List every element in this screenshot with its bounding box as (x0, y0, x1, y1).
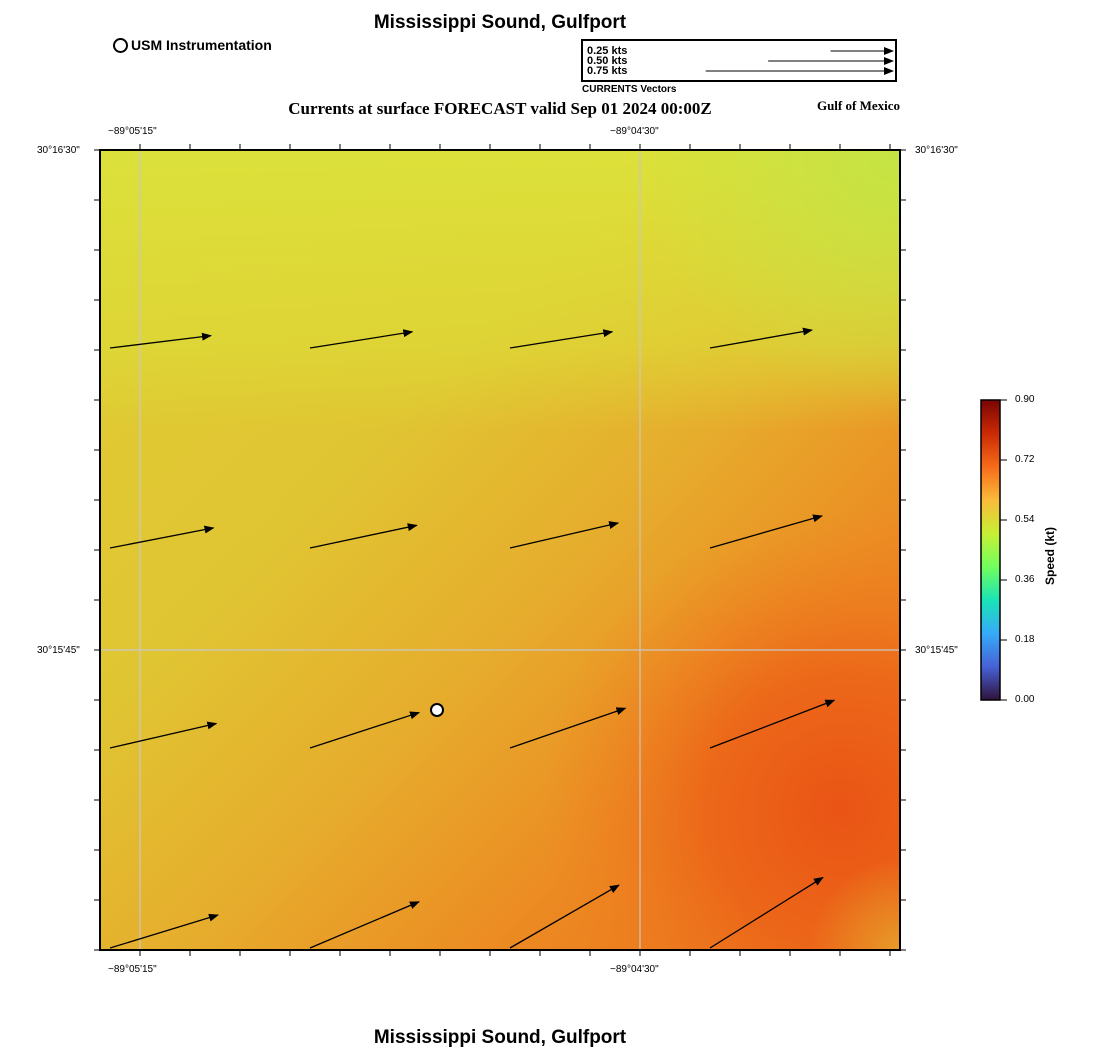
current-vector-r1-c1 (309, 523, 418, 549)
current-vector-r1-c3 (709, 514, 823, 549)
current-vector-r3-c3 (709, 876, 824, 949)
current-vector-r3-c2 (509, 884, 620, 949)
vector-scale-label-3: 0.75 kts (587, 65, 628, 77)
station-marker-icon (113, 37, 128, 53)
current-vector-r0-c1 (309, 329, 414, 349)
vector-legend-caption: CURRENTS Vectors (582, 84, 677, 95)
footer-title: Mississippi Sound, Gulfport (373, 1027, 627, 1048)
current-vector-r2-c2 (509, 707, 627, 749)
colorbar-tick-1: 0.18 (1015, 634, 1035, 645)
lat-label-left-1: 30°16'30" (37, 145, 80, 156)
colorbar-tick-5: 0.90 (1015, 394, 1035, 405)
current-vector-r0-c0 (109, 332, 212, 349)
station-marker[interactable] (430, 703, 444, 717)
map-title: Mississippi Sound, Gulfport (373, 12, 627, 33)
current-vector-r1-c0 (109, 525, 215, 549)
current-vector-r2-c1 (309, 711, 421, 749)
station-legend: USM Instrumentation (113, 37, 272, 53)
lat-label-right-1: 30°16'30" (915, 145, 958, 156)
colorbar-title: Speed (kt) (1043, 526, 1057, 585)
lon-label-bottom-2: −89°04'30" (610, 964, 659, 975)
vector-scale-label-2: 0.50 kts (587, 55, 628, 67)
forecast-subtitle: Currents at surface FORECAST valid Sep 0… (288, 99, 712, 118)
speed-field (100, 150, 900, 950)
station-legend-label: USM Instrumentation (131, 37, 272, 53)
lon-label-bottom-1: −89°05'15" (108, 964, 157, 975)
vector-scale-arrows (705, 47, 894, 75)
region-label: Gulf of Mexico (816, 98, 900, 113)
lat-label-left-2: 30°15'45" (37, 645, 80, 656)
current-vector-r0-c2 (509, 329, 614, 349)
current-vector-r0-c3 (709, 327, 814, 349)
colorbar-tick-3: 0.54 (1015, 514, 1035, 525)
map-frame (94, 144, 906, 956)
lat-label-right-2: 30°15'45" (915, 645, 958, 656)
vector-scale-label-1: 0.25 kts (587, 45, 628, 57)
current-vector-r3-c1 (309, 901, 420, 949)
current-vector-r2-c3 (709, 699, 836, 749)
colorbar (980, 399, 1007, 701)
colorbar-tick-0: 0.00 (1015, 694, 1035, 705)
current-vector-r2-c0 (109, 721, 218, 749)
colorbar-tick-4: 0.72 (1015, 454, 1035, 465)
current-vector-field (109, 327, 836, 949)
current-vector-r3-c0 (109, 913, 219, 949)
current-vector-r1-c2 (509, 521, 620, 549)
vector-scale-legend: 0.25 kts 0.50 kts 0.75 kts (581, 39, 897, 82)
lon-label-top-2: −89°04'30" (610, 126, 659, 137)
colorbar-tick-2: 0.36 (1015, 574, 1035, 585)
lon-label-top-1: −89°05'15" (108, 126, 157, 137)
graticule (100, 150, 900, 950)
